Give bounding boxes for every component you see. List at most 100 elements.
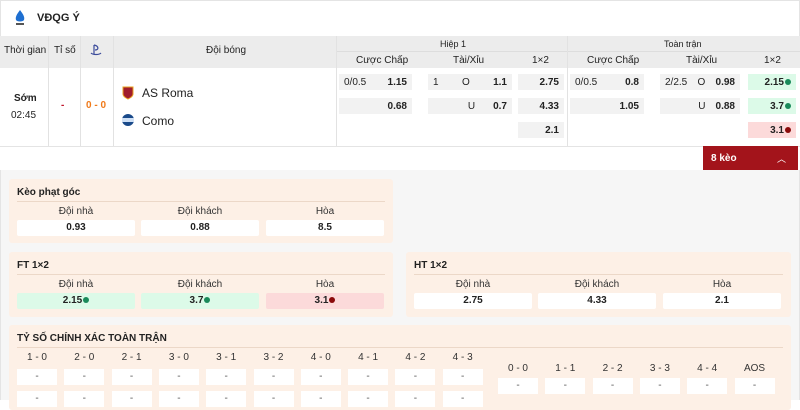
sub-1x2: 1×2 xyxy=(532,55,549,66)
trend-up-icon xyxy=(785,79,791,85)
sub-handicap: Cược Chấp xyxy=(356,55,409,66)
score-label: 3 - 2 xyxy=(263,352,284,363)
divider xyxy=(113,36,114,146)
h1-1x2-draw[interactable]: 2.1 xyxy=(518,122,564,138)
away-team[interactable]: Como xyxy=(142,114,175,128)
odds: 1.15 xyxy=(387,76,407,88)
divider xyxy=(336,36,337,146)
more-odds-label: 8 kèo xyxy=(711,152,737,164)
score-odds[interactable]: - xyxy=(498,378,538,394)
label: Hòa xyxy=(315,206,335,217)
odds: 1.05 xyxy=(619,100,639,112)
score-odds[interactable]: - xyxy=(17,391,57,407)
more-odds-button[interactable]: 8 kèo ︿ xyxy=(703,146,798,170)
odds-away[interactable]: 4.33 xyxy=(538,293,656,309)
score-odds[interactable]: - xyxy=(17,369,57,385)
chevron-up-icon: ︿ xyxy=(776,153,786,164)
odds: 3.1 xyxy=(314,295,329,306)
score-odds[interactable]: - xyxy=(300,391,341,407)
odds: 3.7 xyxy=(189,295,204,306)
divider xyxy=(80,36,81,146)
col-time: Thời gian xyxy=(4,45,47,56)
divider xyxy=(48,36,49,146)
ft-1x2-away[interactable]: 3.7 xyxy=(748,98,796,114)
label: Đội khách xyxy=(574,279,620,290)
como-logo-icon xyxy=(122,114,134,126)
h1-handicap-away[interactable]: 0.68 xyxy=(339,98,412,114)
score-label: 2 - 1 xyxy=(121,352,142,363)
score-odds[interactable]: - xyxy=(206,369,247,385)
odds: 0.98 xyxy=(715,76,735,88)
score-odds[interactable]: - xyxy=(687,378,728,394)
label: Đội khách xyxy=(177,206,223,217)
h1-1x2-away[interactable]: 4.33 xyxy=(518,98,564,114)
score-label: 0 - 0 xyxy=(507,363,528,374)
sub-ou: Tài/Xỉu xyxy=(453,55,485,66)
ft-1x2-draw[interactable]: 3.1 xyxy=(748,122,796,138)
odds-home[interactable]: 0.93 xyxy=(17,220,135,236)
odds: 0.8 xyxy=(625,76,639,88)
col-first-half: Hiệp 1 xyxy=(440,39,467,49)
score-odds[interactable]: - xyxy=(395,391,436,407)
score-odds[interactable]: - xyxy=(253,391,294,407)
score-odds[interactable]: - xyxy=(158,391,199,407)
score-label: 4 - 0 xyxy=(310,352,331,363)
score-odds[interactable]: - xyxy=(639,378,680,394)
trend-down-icon xyxy=(329,297,336,303)
score-odds[interactable]: - xyxy=(111,391,152,407)
line: 0/0.5 xyxy=(344,76,367,88)
score-odds[interactable]: - xyxy=(734,378,775,394)
home-team[interactable]: AS Roma xyxy=(142,86,194,100)
score-odds[interactable]: - xyxy=(348,391,389,407)
score-odds[interactable]: - xyxy=(592,378,633,394)
odds: 0.7 xyxy=(493,100,507,112)
o: O xyxy=(461,76,470,88)
h1-under[interactable]: U 0.7 xyxy=(428,98,512,114)
odds: 2.15 xyxy=(764,76,784,88)
odds-draw[interactable]: 8.5 xyxy=(266,220,384,236)
score-odds[interactable]: - xyxy=(64,391,105,407)
odds-home[interactable]: 2.15 xyxy=(17,293,135,309)
correct-score-panel: TỶ SỐ CHÍNH XÁC TOÀN TRẬN 1 - 0--2 - 0--… xyxy=(9,325,791,410)
divider xyxy=(0,146,800,147)
h1-handicap-home[interactable]: 0/0.5 1.15 xyxy=(339,74,412,90)
corner-panel: Kèo phạt góc Đội nhà Đội khách Hòa 0.93 … xyxy=(9,179,393,243)
score-odds[interactable]: - xyxy=(395,369,436,385)
ft-over[interactable]: 2/2.5 O 0.98 xyxy=(660,74,740,90)
odds-draw[interactable]: 2.1 xyxy=(663,293,781,309)
ft-1x2-home[interactable]: 2.15 xyxy=(748,74,796,90)
odds-away[interactable]: 0.88 xyxy=(141,220,259,236)
trend-up-icon xyxy=(785,103,791,109)
score-odds[interactable]: - xyxy=(545,378,586,394)
odds-draw[interactable]: 3.1 xyxy=(266,293,384,309)
odds-home[interactable]: 2.75 xyxy=(414,293,532,309)
score-label: 2 - 2 xyxy=(602,363,623,374)
score-label: 3 - 3 xyxy=(649,363,670,374)
score-odds[interactable]: - xyxy=(64,369,105,385)
score-odds[interactable]: - xyxy=(158,369,199,385)
odds: 0.68 xyxy=(387,100,407,112)
ft-under[interactable]: U 0.88 xyxy=(660,98,740,114)
line: 0/0.5 xyxy=(575,76,598,88)
trend-down-icon xyxy=(785,127,791,133)
label: Đội nhà xyxy=(58,279,94,290)
score-odds[interactable]: - xyxy=(442,369,483,385)
odds: 1.1 xyxy=(493,76,507,88)
h1-over[interactable]: 1 O 1.1 xyxy=(428,74,512,90)
divider xyxy=(17,201,385,202)
score-label: 4 - 1 xyxy=(358,352,379,363)
h1-1x2-home[interactable]: 2.75 xyxy=(518,74,564,90)
score-odds[interactable]: - xyxy=(300,369,341,385)
ft-handicap-home[interactable]: 0/0.5 0.8 xyxy=(570,74,644,90)
score-odds[interactable]: - xyxy=(442,391,483,407)
score-odds[interactable]: - xyxy=(253,369,294,385)
odds: 3.1 xyxy=(770,124,784,136)
panel-title: TỶ SỐ CHÍNH XÁC TOÀN TRẬN xyxy=(17,333,167,344)
col-teams: Đội bóng xyxy=(206,45,247,56)
score-label: AOS xyxy=(743,363,766,374)
score-odds[interactable]: - xyxy=(348,369,389,385)
odds-away[interactable]: 3.7 xyxy=(141,293,259,309)
score-odds[interactable]: - xyxy=(206,391,247,407)
ft-handicap-away[interactable]: 1.05 xyxy=(570,98,644,114)
score-odds[interactable]: - xyxy=(111,369,152,385)
